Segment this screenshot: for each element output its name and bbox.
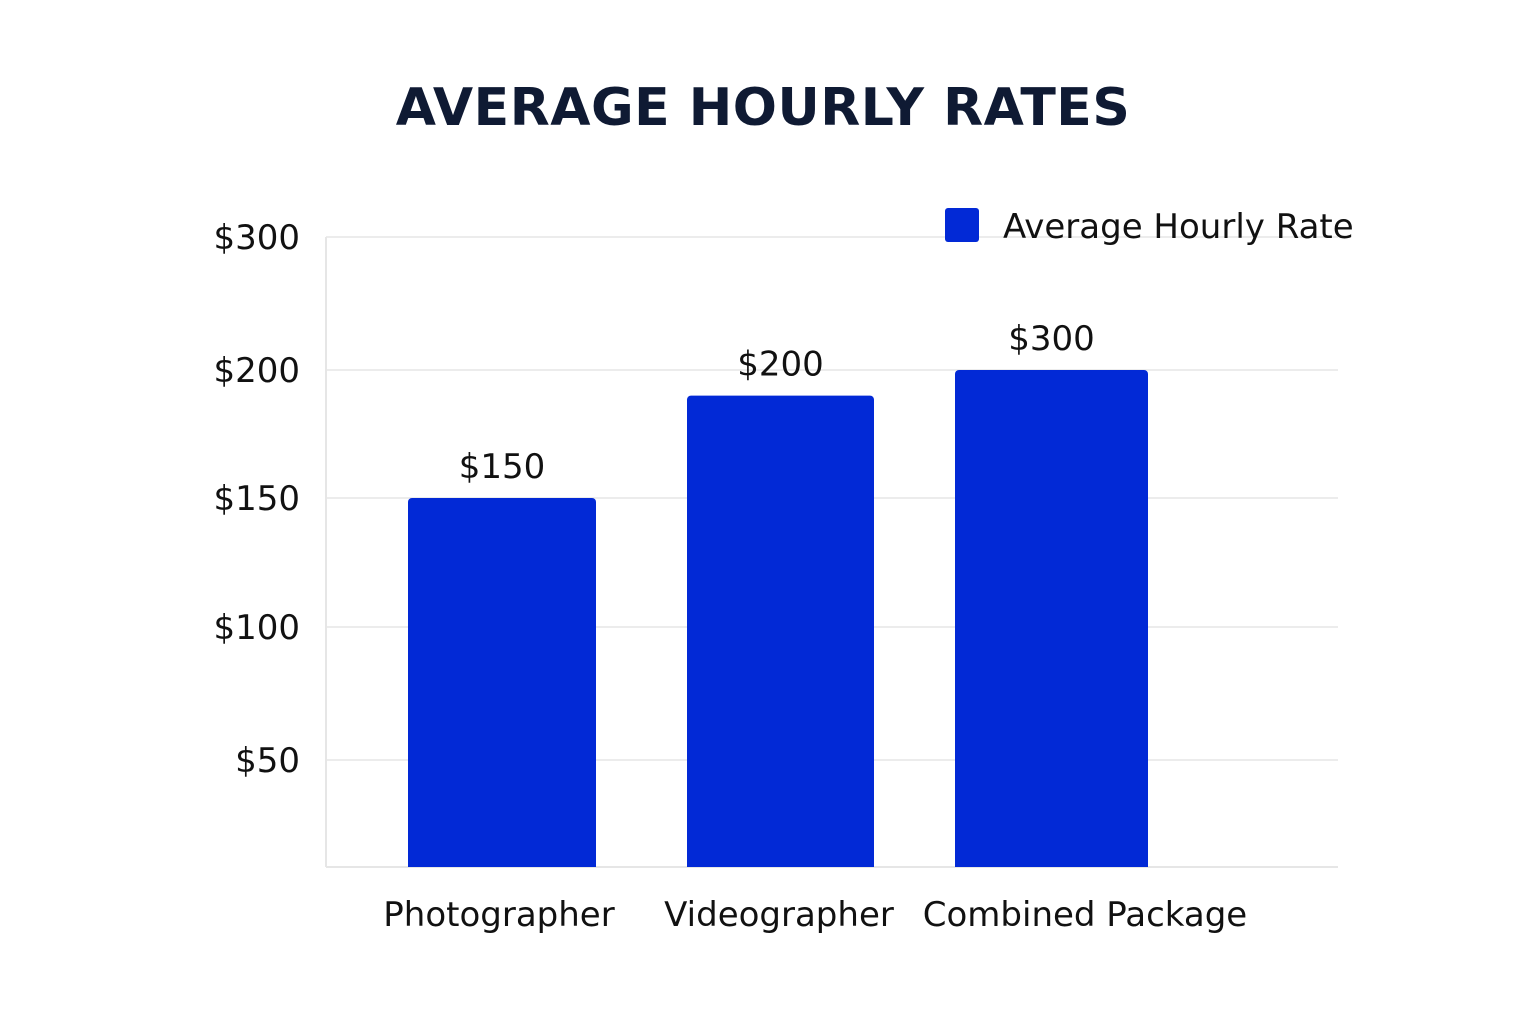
bar-data-label: $200 — [737, 345, 824, 385]
y-tick-label: $200 — [213, 351, 300, 391]
bars — [408, 370, 1148, 867]
legend: Average Hourly Rate — [945, 207, 1354, 247]
bar — [687, 395, 874, 867]
x-category-label: Videographer — [664, 895, 894, 935]
bar-base — [687, 861, 874, 867]
bar-base — [955, 861, 1148, 867]
y-tick-label: $50 — [235, 741, 300, 781]
legend-swatch — [945, 208, 979, 242]
legend-label: Average Hourly Rate — [1003, 207, 1354, 247]
y-tick-labels: $50 $100 $150 $200 $300 — [213, 218, 300, 781]
chart-title: AVERAGE HOURLY RATES — [395, 78, 1131, 138]
bar — [408, 498, 596, 867]
bar-data-label: $300 — [1008, 319, 1095, 359]
x-category-label: Combined Package — [923, 895, 1247, 935]
x-category-label: Photographer — [383, 895, 614, 935]
y-tick-label: $100 — [213, 608, 300, 648]
data-labels: $150 $200 $300 — [459, 319, 1095, 487]
bar-base — [408, 861, 596, 867]
bar-data-label: $150 — [459, 447, 546, 487]
category-labels: Photographer Videographer Combined Package — [383, 895, 1247, 935]
y-tick-label: $300 — [213, 218, 300, 258]
bar — [955, 370, 1148, 867]
y-tick-label: $150 — [213, 479, 300, 519]
